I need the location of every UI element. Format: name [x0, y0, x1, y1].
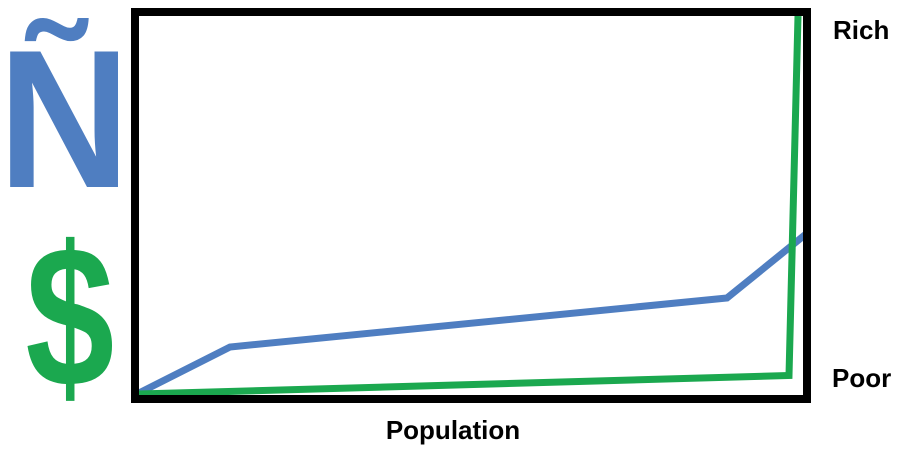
svg-text:˜: ˜	[24, 0, 89, 169]
svg-text:N: N	[0, 10, 130, 229]
svg-text:$: $	[25, 206, 114, 430]
svg-text:Poor: Poor	[832, 363, 891, 393]
svg-text:Population: Population	[386, 415, 520, 445]
svg-text:Rich: Rich	[833, 15, 889, 45]
